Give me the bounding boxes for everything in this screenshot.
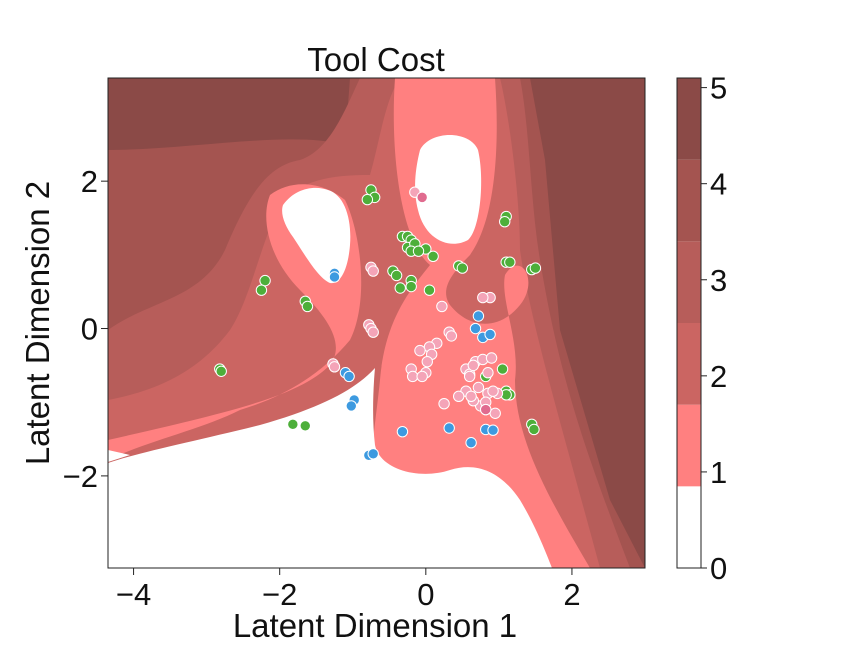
data-point <box>255 284 268 296</box>
data-point <box>438 397 450 410</box>
data-point <box>301 300 314 313</box>
colorbar-band <box>677 159 701 242</box>
data-point <box>367 448 379 460</box>
data-point <box>528 423 540 436</box>
x-tick-label: −2 <box>262 577 297 612</box>
data-point <box>390 269 403 282</box>
x-axis-label: Latent Dimension 1 <box>233 607 517 644</box>
data-point <box>484 328 496 341</box>
data-point <box>472 381 485 394</box>
data-point <box>345 400 357 412</box>
colorbar-tick-label: 0 <box>710 551 727 586</box>
data-point <box>421 355 433 368</box>
data-point <box>406 370 419 383</box>
data-point <box>394 282 406 294</box>
data-point <box>465 437 477 449</box>
zero-region-center <box>415 135 482 244</box>
data-point <box>367 326 379 338</box>
colorbar-tick-label: 3 <box>710 263 727 298</box>
data-point <box>423 284 436 296</box>
data-point <box>436 300 448 313</box>
chart-title: Tool Cost <box>307 41 445 78</box>
colorbar-band <box>677 323 701 405</box>
x-tick-label: 2 <box>563 577 580 612</box>
y-axis-label: Latent Dimension 2 <box>19 181 56 465</box>
colorbar-band <box>677 78 701 160</box>
data-point <box>215 365 227 377</box>
data-point <box>405 280 417 293</box>
data-point <box>343 370 355 383</box>
colorbar: 0 1 2 3 4 5 <box>676 71 727 586</box>
zero-region-bottom <box>108 368 552 568</box>
data-point <box>445 330 458 342</box>
colorbar-tick-label: 2 <box>710 359 727 394</box>
x-tick-label: 0 <box>417 577 434 612</box>
data-point <box>482 367 494 379</box>
zero-region-left <box>282 187 351 284</box>
colorbar-band <box>677 404 701 487</box>
data-point <box>472 310 485 322</box>
data-point <box>259 274 271 287</box>
data-point <box>487 424 499 436</box>
data-point <box>416 191 428 204</box>
data-point <box>328 361 341 373</box>
data-point <box>299 420 311 432</box>
data-point <box>396 425 409 438</box>
data-point <box>496 363 509 375</box>
data-point <box>287 418 299 431</box>
data-point <box>456 262 469 274</box>
data-point <box>328 271 341 283</box>
data-point <box>489 407 501 419</box>
colorbar-band <box>677 241 701 323</box>
data-point <box>443 422 455 434</box>
data-point <box>416 370 428 383</box>
scatter-points <box>214 184 542 461</box>
colorbar-tick-label: 5 <box>710 71 727 106</box>
data-point <box>465 390 477 403</box>
data-point <box>467 359 480 372</box>
contour-field <box>108 78 645 568</box>
data-point <box>499 215 511 228</box>
x-tick-label: −4 <box>116 577 151 612</box>
x-axis: −4 −2 0 2 <box>116 568 581 612</box>
y-tick-label: −2 <box>63 459 98 494</box>
data-point <box>477 291 489 304</box>
data-point <box>487 385 499 397</box>
data-point <box>414 344 426 357</box>
contour-outer-white-notch <box>108 450 130 462</box>
data-point <box>463 370 476 383</box>
data-point <box>452 390 465 403</box>
colorbar-band <box>677 486 701 568</box>
data-point <box>427 250 439 263</box>
data-point <box>361 193 374 206</box>
colorbar-tick-label: 4 <box>710 167 727 202</box>
colorbar-tick-label: 1 <box>710 455 727 490</box>
data-point <box>412 245 425 257</box>
y-tick-label: 0 <box>81 312 98 347</box>
data-point <box>480 403 492 416</box>
data-point <box>504 256 516 268</box>
y-axis: −2 0 2 <box>63 164 108 494</box>
data-point <box>469 322 482 335</box>
y-tick-label: 2 <box>81 164 98 199</box>
data-point <box>485 352 498 364</box>
colorbar-frame <box>676 77 702 569</box>
data-point <box>367 265 379 277</box>
data-point <box>529 262 542 274</box>
plot-frame <box>107 77 646 569</box>
